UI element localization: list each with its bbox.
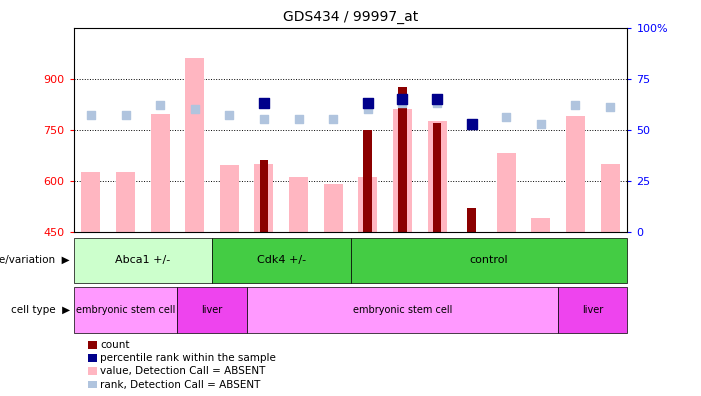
Point [86, 112, 97, 118]
Bar [350, 238, 627, 283]
Bar [398, 87, 407, 232]
Point [327, 116, 339, 123]
Point [604, 104, 615, 110]
Text: cell type  ▶: cell type ▶ [11, 305, 70, 315]
Point [259, 116, 270, 123]
Bar [393, 109, 412, 232]
Bar [558, 287, 627, 333]
Text: embryonic stem cell: embryonic stem cell [353, 305, 452, 315]
Point [362, 100, 374, 107]
Bar [81, 172, 100, 232]
Point [259, 100, 270, 107]
Bar [151, 114, 170, 232]
Point [570, 102, 581, 109]
Bar [428, 121, 447, 232]
Bar [433, 123, 442, 232]
Text: rank, Detection Call = ABSENT: rank, Detection Call = ABSENT [100, 379, 261, 390]
Point [536, 120, 547, 127]
Text: liver: liver [201, 305, 223, 315]
Point [397, 100, 408, 107]
Bar [324, 184, 343, 232]
Text: percentile rank within the sample: percentile rank within the sample [100, 353, 276, 364]
Point [431, 96, 442, 102]
Point [501, 114, 512, 121]
Bar [247, 287, 558, 333]
Point [189, 106, 200, 112]
Point [397, 96, 408, 102]
Bar [468, 208, 476, 232]
Point [224, 112, 235, 118]
Text: Abca1 +/-: Abca1 +/- [115, 255, 170, 265]
Text: embryonic stem cell: embryonic stem cell [76, 305, 175, 315]
Text: control: control [470, 255, 508, 265]
Point [362, 106, 374, 112]
Bar [212, 238, 350, 283]
Bar [364, 129, 372, 232]
Text: genotype/variation  ▶: genotype/variation ▶ [0, 255, 70, 265]
Bar [74, 287, 177, 333]
Text: count: count [100, 340, 130, 350]
Bar [254, 164, 273, 232]
Point [120, 112, 131, 118]
Bar [74, 238, 212, 283]
Bar [497, 154, 516, 232]
Point [293, 116, 304, 123]
Bar [358, 177, 377, 232]
Point [466, 120, 477, 127]
Bar [566, 116, 585, 232]
Bar [289, 177, 308, 232]
Text: Cdk4 +/-: Cdk4 +/- [257, 255, 306, 265]
Bar [531, 218, 550, 232]
Bar [177, 287, 247, 333]
Text: liver: liver [582, 305, 604, 315]
Text: value, Detection Call = ABSENT: value, Detection Call = ABSENT [100, 366, 266, 377]
Point [431, 100, 442, 107]
Bar [185, 58, 204, 232]
Point [466, 120, 477, 127]
Bar [601, 164, 620, 232]
Bar [116, 172, 135, 232]
Text: GDS434 / 99997_at: GDS434 / 99997_at [283, 10, 418, 24]
Point [154, 102, 165, 109]
Bar [259, 160, 268, 232]
Bar [220, 166, 239, 232]
